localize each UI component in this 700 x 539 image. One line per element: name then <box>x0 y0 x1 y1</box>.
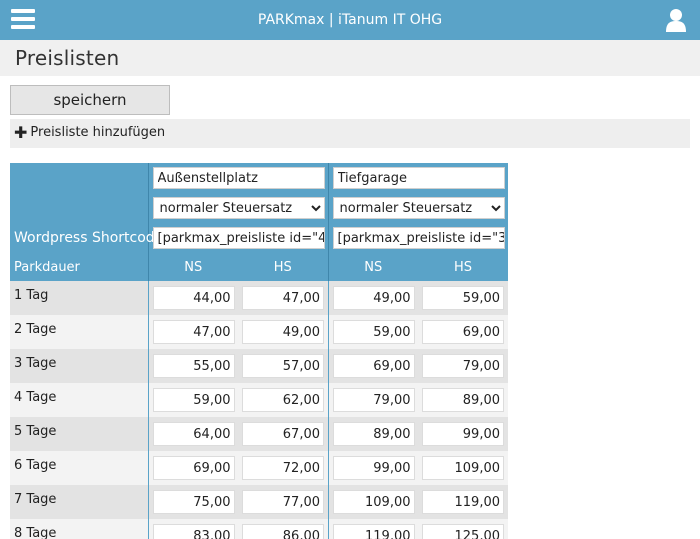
table-row: 5 Tage <box>10 417 508 451</box>
duration-label: 4 Tage <box>10 383 148 417</box>
hs-price-input[interactable] <box>242 490 324 514</box>
table-row: 1 Tag <box>10 281 508 315</box>
shortcode-label: Wordpress Shortcode <box>14 230 164 246</box>
ns-price-input[interactable] <box>332 456 415 480</box>
table-row: 6 Tage <box>10 451 508 485</box>
parkdauer-header: Parkdauer <box>14 259 80 275</box>
ns-price-input[interactable] <box>152 524 235 539</box>
ns-price-input[interactable] <box>332 320 415 344</box>
price-list-name-input[interactable] <box>152 167 325 189</box>
hs-header: HS <box>273 259 292 275</box>
duration-label: 7 Tage <box>10 485 148 519</box>
duration-label: 1 Tag <box>10 281 148 315</box>
hs-price-input[interactable] <box>242 456 324 480</box>
hs-price-input[interactable] <box>242 354 324 378</box>
hs-price-input[interactable] <box>242 286 324 310</box>
hs-price-input[interactable] <box>422 286 504 310</box>
hs-price-input[interactable] <box>422 524 504 539</box>
shortcode-input[interactable] <box>332 227 505 249</box>
ns-price-input[interactable] <box>332 388 415 412</box>
app-title: PARKmax | iTanum IT OHG <box>257 12 443 28</box>
add-price-list-label: Preisliste hinzufügen <box>30 125 166 140</box>
hs-header: HS <box>453 259 473 275</box>
ns-price-input[interactable] <box>332 524 415 539</box>
hamburger-menu-icon[interactable] <box>11 9 35 31</box>
hs-price-input[interactable] <box>242 388 324 412</box>
ns-price-input[interactable] <box>152 286 235 310</box>
duration-label: 6 Tage <box>10 451 148 485</box>
ns-price-input[interactable] <box>332 286 415 310</box>
table-row: 8 Tage <box>10 519 508 539</box>
save-button[interactable]: speichern <box>10 85 170 115</box>
duration-label: 5 Tage <box>10 417 148 451</box>
price-list-name-input[interactable] <box>332 167 505 189</box>
hs-price-input[interactable] <box>422 456 504 480</box>
page-header: Preislisten <box>0 40 700 76</box>
ns-header: NS <box>327 253 418 281</box>
ns-price-input[interactable] <box>152 456 235 480</box>
hs-price-input[interactable] <box>422 388 504 412</box>
tax-rate-select[interactable]: normaler Steuersatz <box>152 197 325 219</box>
hs-price-input[interactable] <box>422 422 504 446</box>
table-row: 2 Tage <box>10 315 508 349</box>
add-price-list-link[interactable]: ✚ Preisliste hinzufügen <box>14 122 166 142</box>
hs-price-input[interactable] <box>242 524 324 539</box>
hs-price-input[interactable] <box>242 320 324 344</box>
plus-icon: ✚ <box>14 122 28 142</box>
ns-price-input[interactable] <box>152 388 235 412</box>
tax-rate-select[interactable]: normaler Steuersatz <box>332 197 505 219</box>
ns-price-input[interactable] <box>152 320 235 344</box>
ns-header: NS <box>147 253 238 281</box>
ns-price-input[interactable] <box>332 490 415 514</box>
ns-price-input[interactable] <box>332 354 415 378</box>
ns-price-input[interactable] <box>152 490 235 514</box>
ns-price-input[interactable] <box>152 422 235 446</box>
shortcode-input[interactable] <box>152 227 325 249</box>
table-row: 4 Tage <box>10 383 508 417</box>
add-price-list-bar: ✚ Preisliste hinzufügen <box>10 119 690 148</box>
page-title: Preislisten <box>15 46 120 70</box>
hs-price-input[interactable] <box>242 422 324 446</box>
duration-label: 2 Tage <box>10 315 148 349</box>
top-bar: PARKmax | iTanum IT OHG <box>0 0 700 40</box>
duration-label: 8 Tage <box>10 519 148 539</box>
table-row: 7 Tage <box>10 485 508 519</box>
duration-label: 3 Tage <box>10 349 148 383</box>
price-table: normaler Steuersatz normaler Steuersatz … <box>10 163 508 539</box>
table-row: 3 Tage <box>10 349 508 383</box>
hs-price-input[interactable] <box>422 490 504 514</box>
ns-price-input[interactable] <box>152 354 235 378</box>
ns-price-input[interactable] <box>332 422 415 446</box>
hs-price-input[interactable] <box>422 354 504 378</box>
user-icon[interactable] <box>665 8 687 32</box>
hs-price-input[interactable] <box>422 320 504 344</box>
